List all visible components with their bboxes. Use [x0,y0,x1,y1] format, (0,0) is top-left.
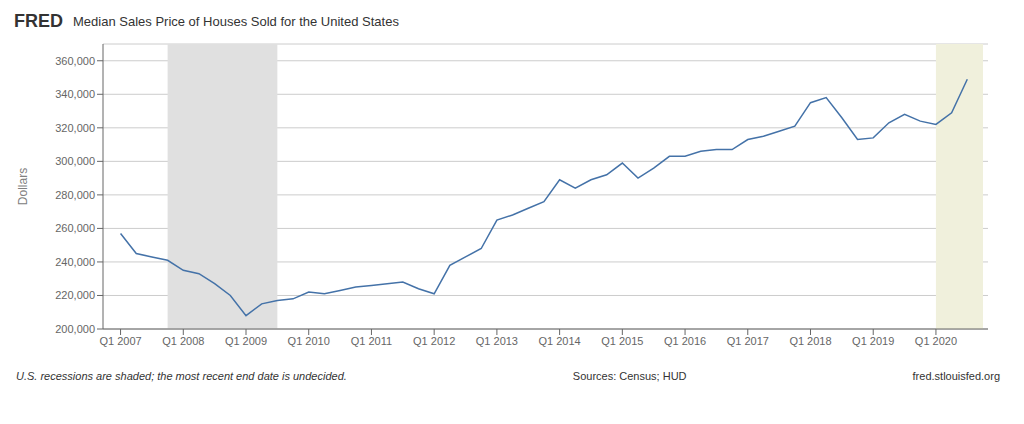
svg-text:Q1 2013: Q1 2013 [476,335,518,347]
svg-text:200,000: 200,000 [55,323,95,335]
svg-text:Q1 2010: Q1 2010 [288,335,330,347]
svg-text:340,000: 340,000 [55,88,95,100]
svg-text:Q1 2007: Q1 2007 [99,335,141,347]
svg-text:Dollars: Dollars [16,168,30,205]
svg-text:320,000: 320,000 [55,122,95,134]
svg-text:300,000: 300,000 [55,155,95,167]
html-text:Sources: Census; HUD: Sources: Census; HUD [572,370,687,382]
html-text:Median Sales Price of Houses S: Median Sales Price of Houses Sold for th… [73,13,399,29]
svg-text:Q1 2014: Q1 2014 [539,335,581,347]
svg-text:Q1 2019: Q1 2019 [852,335,894,347]
svg-text:Q1 2012: Q1 2012 [413,335,455,347]
svg-text:Q1 2018: Q1 2018 [789,335,831,347]
svg-text:Q1 2008: Q1 2008 [162,335,204,347]
html-text:U.S. recessions are shaded; th: U.S. recessions are shaded; the most rec… [16,370,347,382]
svg-text:Q1 2009: Q1 2009 [225,335,267,347]
svg-text:360,000: 360,000 [55,55,95,67]
svg-text:220,000: 220,000 [55,289,95,301]
svg-text:240,000: 240,000 [55,256,95,268]
svg-text:260,000: 260,000 [55,222,95,234]
svg-text:Q1 2011: Q1 2011 [351,335,392,347]
svg-text:Q1 2017: Q1 2017 [727,335,769,347]
svg-text:Q1 2016: Q1 2016 [664,335,706,347]
html-text:fred.stlouisfed.org: fred.stlouisfed.org [912,370,1000,382]
svg-text:Q1 2020: Q1 2020 [915,335,957,347]
html-text:FRED: FRED [14,10,63,31]
svg-text:Q1 2015: Q1 2015 [601,335,643,347]
svg-text:280,000: 280,000 [55,189,95,201]
